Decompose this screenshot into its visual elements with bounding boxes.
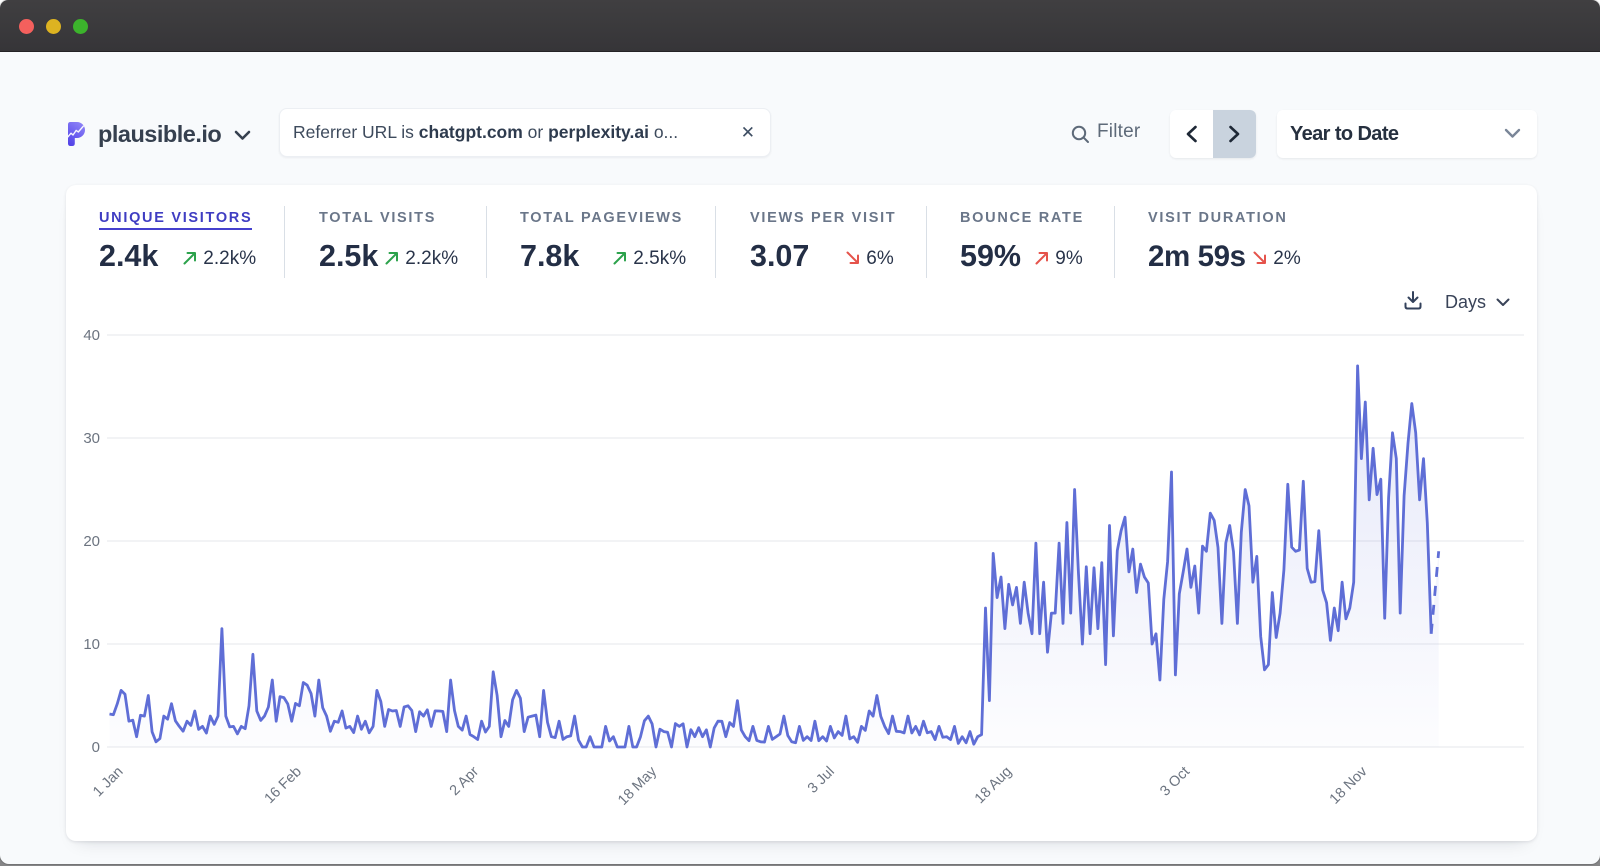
svg-text:10: 10 [83,636,100,653]
svg-text:16 Feb: 16 Feb [262,764,305,807]
svg-text:1 Jan: 1 Jan [90,764,126,800]
svg-text:40: 40 [83,327,100,344]
svg-text:18 May: 18 May [615,763,660,808]
svg-text:0: 0 [92,739,100,756]
svg-text:30: 30 [83,430,100,447]
svg-text:3 Oct: 3 Oct [1157,764,1193,800]
svg-text:18 Aug: 18 Aug [972,764,1015,807]
svg-text:3 Jul: 3 Jul [805,764,838,797]
svg-text:18 Nov: 18 Nov [1327,763,1371,807]
svg-text:20: 20 [83,533,100,550]
svg-text:2 Apr: 2 Apr [447,764,482,799]
